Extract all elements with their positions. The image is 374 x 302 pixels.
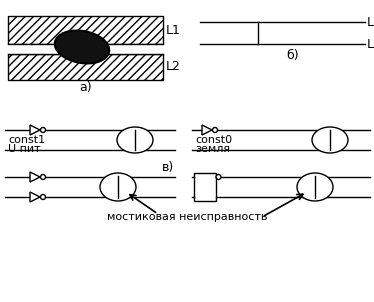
Circle shape xyxy=(40,127,46,133)
Polygon shape xyxy=(30,172,40,182)
Text: L1: L1 xyxy=(166,24,181,37)
Circle shape xyxy=(40,175,46,179)
Text: U пит: U пит xyxy=(8,144,41,154)
Text: в): в) xyxy=(162,160,174,174)
Ellipse shape xyxy=(117,127,153,153)
Text: мостиковая неисправность: мостиковая неисправность xyxy=(107,212,267,222)
Polygon shape xyxy=(30,192,40,202)
Bar xyxy=(8,54,163,80)
Circle shape xyxy=(40,194,46,200)
Bar xyxy=(8,16,163,44)
Ellipse shape xyxy=(100,173,136,201)
Ellipse shape xyxy=(55,31,109,63)
Ellipse shape xyxy=(312,127,348,153)
Text: L2: L2 xyxy=(166,60,181,73)
Polygon shape xyxy=(30,125,40,135)
Polygon shape xyxy=(202,125,212,135)
Text: L1: L1 xyxy=(367,15,374,28)
Text: а): а) xyxy=(79,82,92,95)
Text: const1: const1 xyxy=(8,135,45,145)
Ellipse shape xyxy=(297,173,333,201)
Bar xyxy=(8,54,163,80)
Circle shape xyxy=(212,127,218,133)
Text: земля: земля xyxy=(195,144,230,154)
Bar xyxy=(8,16,163,44)
Bar xyxy=(194,173,216,201)
Bar xyxy=(8,44,163,54)
Text: б): б) xyxy=(286,50,299,63)
Text: L2: L2 xyxy=(367,37,374,50)
Text: const0: const0 xyxy=(195,135,232,145)
Circle shape xyxy=(216,175,221,179)
